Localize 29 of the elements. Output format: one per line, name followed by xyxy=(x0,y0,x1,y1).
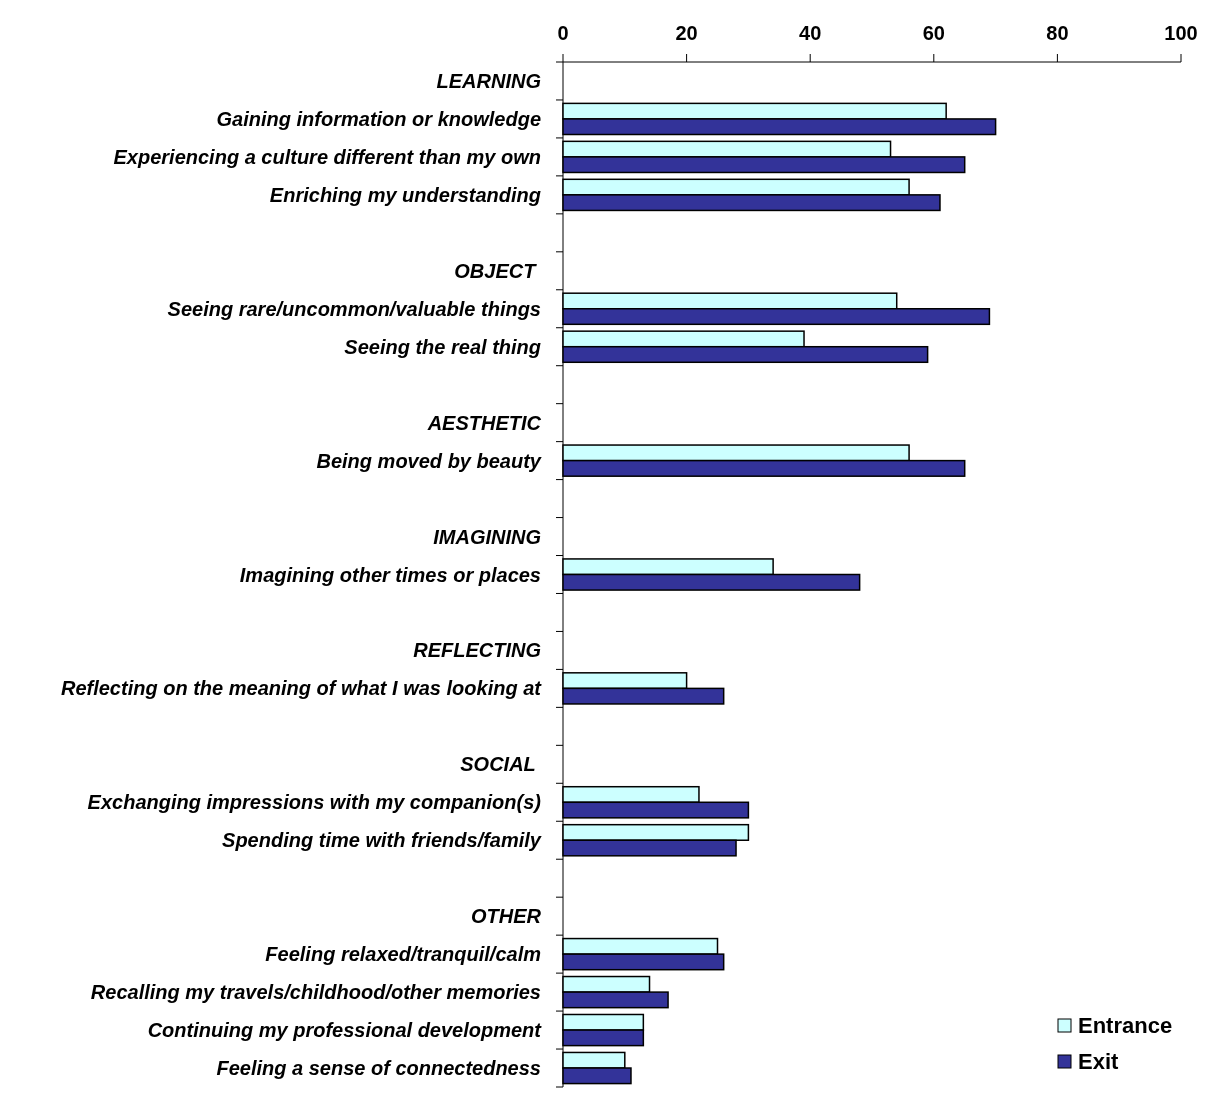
y-tick-label: Enriching my understanding xyxy=(269,183,541,206)
y-tick-label: Feeling a sense of connectedness xyxy=(216,1057,541,1080)
y-tick-label: IMAGINING xyxy=(433,525,541,548)
x-tick-label: 100 xyxy=(1164,22,1198,44)
y-tick-label: Recalling my travels/childhood/other memories xyxy=(90,981,541,1004)
y-tick-label: Being moved by beauty xyxy=(316,449,542,472)
y-tick-label: Exchanging impressions with my companion(s) xyxy=(87,791,542,814)
x-tick-label: 20 xyxy=(675,22,698,44)
legend-label: Entrance xyxy=(1078,1013,1173,1038)
y-tick-label: Experiencing a culture different than my own xyxy=(113,145,541,168)
y-tick-label: LEARNING xyxy=(436,69,541,92)
x-tick-label: 0 xyxy=(557,22,569,44)
y-tick-label: SOCIAL xyxy=(460,753,541,776)
y-tick-label: REFLECTING xyxy=(413,639,541,662)
legend-label: Exit xyxy=(1078,1049,1120,1074)
y-tick-label: OBJECT xyxy=(454,259,541,282)
x-tick-label: 40 xyxy=(799,22,822,44)
y-tick-label: AESTHETIC xyxy=(426,411,542,434)
y-tick-label: Feeling relaxed/tranquil/calm xyxy=(265,943,541,966)
y-tick-label: Reflecting on the meaning of what I was looking at xyxy=(60,677,543,700)
y-tick-label: Spending time with friends/family xyxy=(222,829,542,852)
x-tick-label: 60 xyxy=(922,22,945,44)
y-tick-label: OTHER xyxy=(471,905,542,928)
x-tick-label: 80 xyxy=(1046,22,1069,44)
y-tick-label: Seeing the real thing xyxy=(344,335,541,358)
y-tick-label: Seeing rare/uncommon/valuable things xyxy=(167,297,541,320)
y-tick-label: Imagining other times or places xyxy=(239,563,541,586)
y-tick-label: Continuing my professional development xyxy=(147,1019,543,1042)
y-tick-label: Gaining information or knowledge xyxy=(216,107,541,130)
